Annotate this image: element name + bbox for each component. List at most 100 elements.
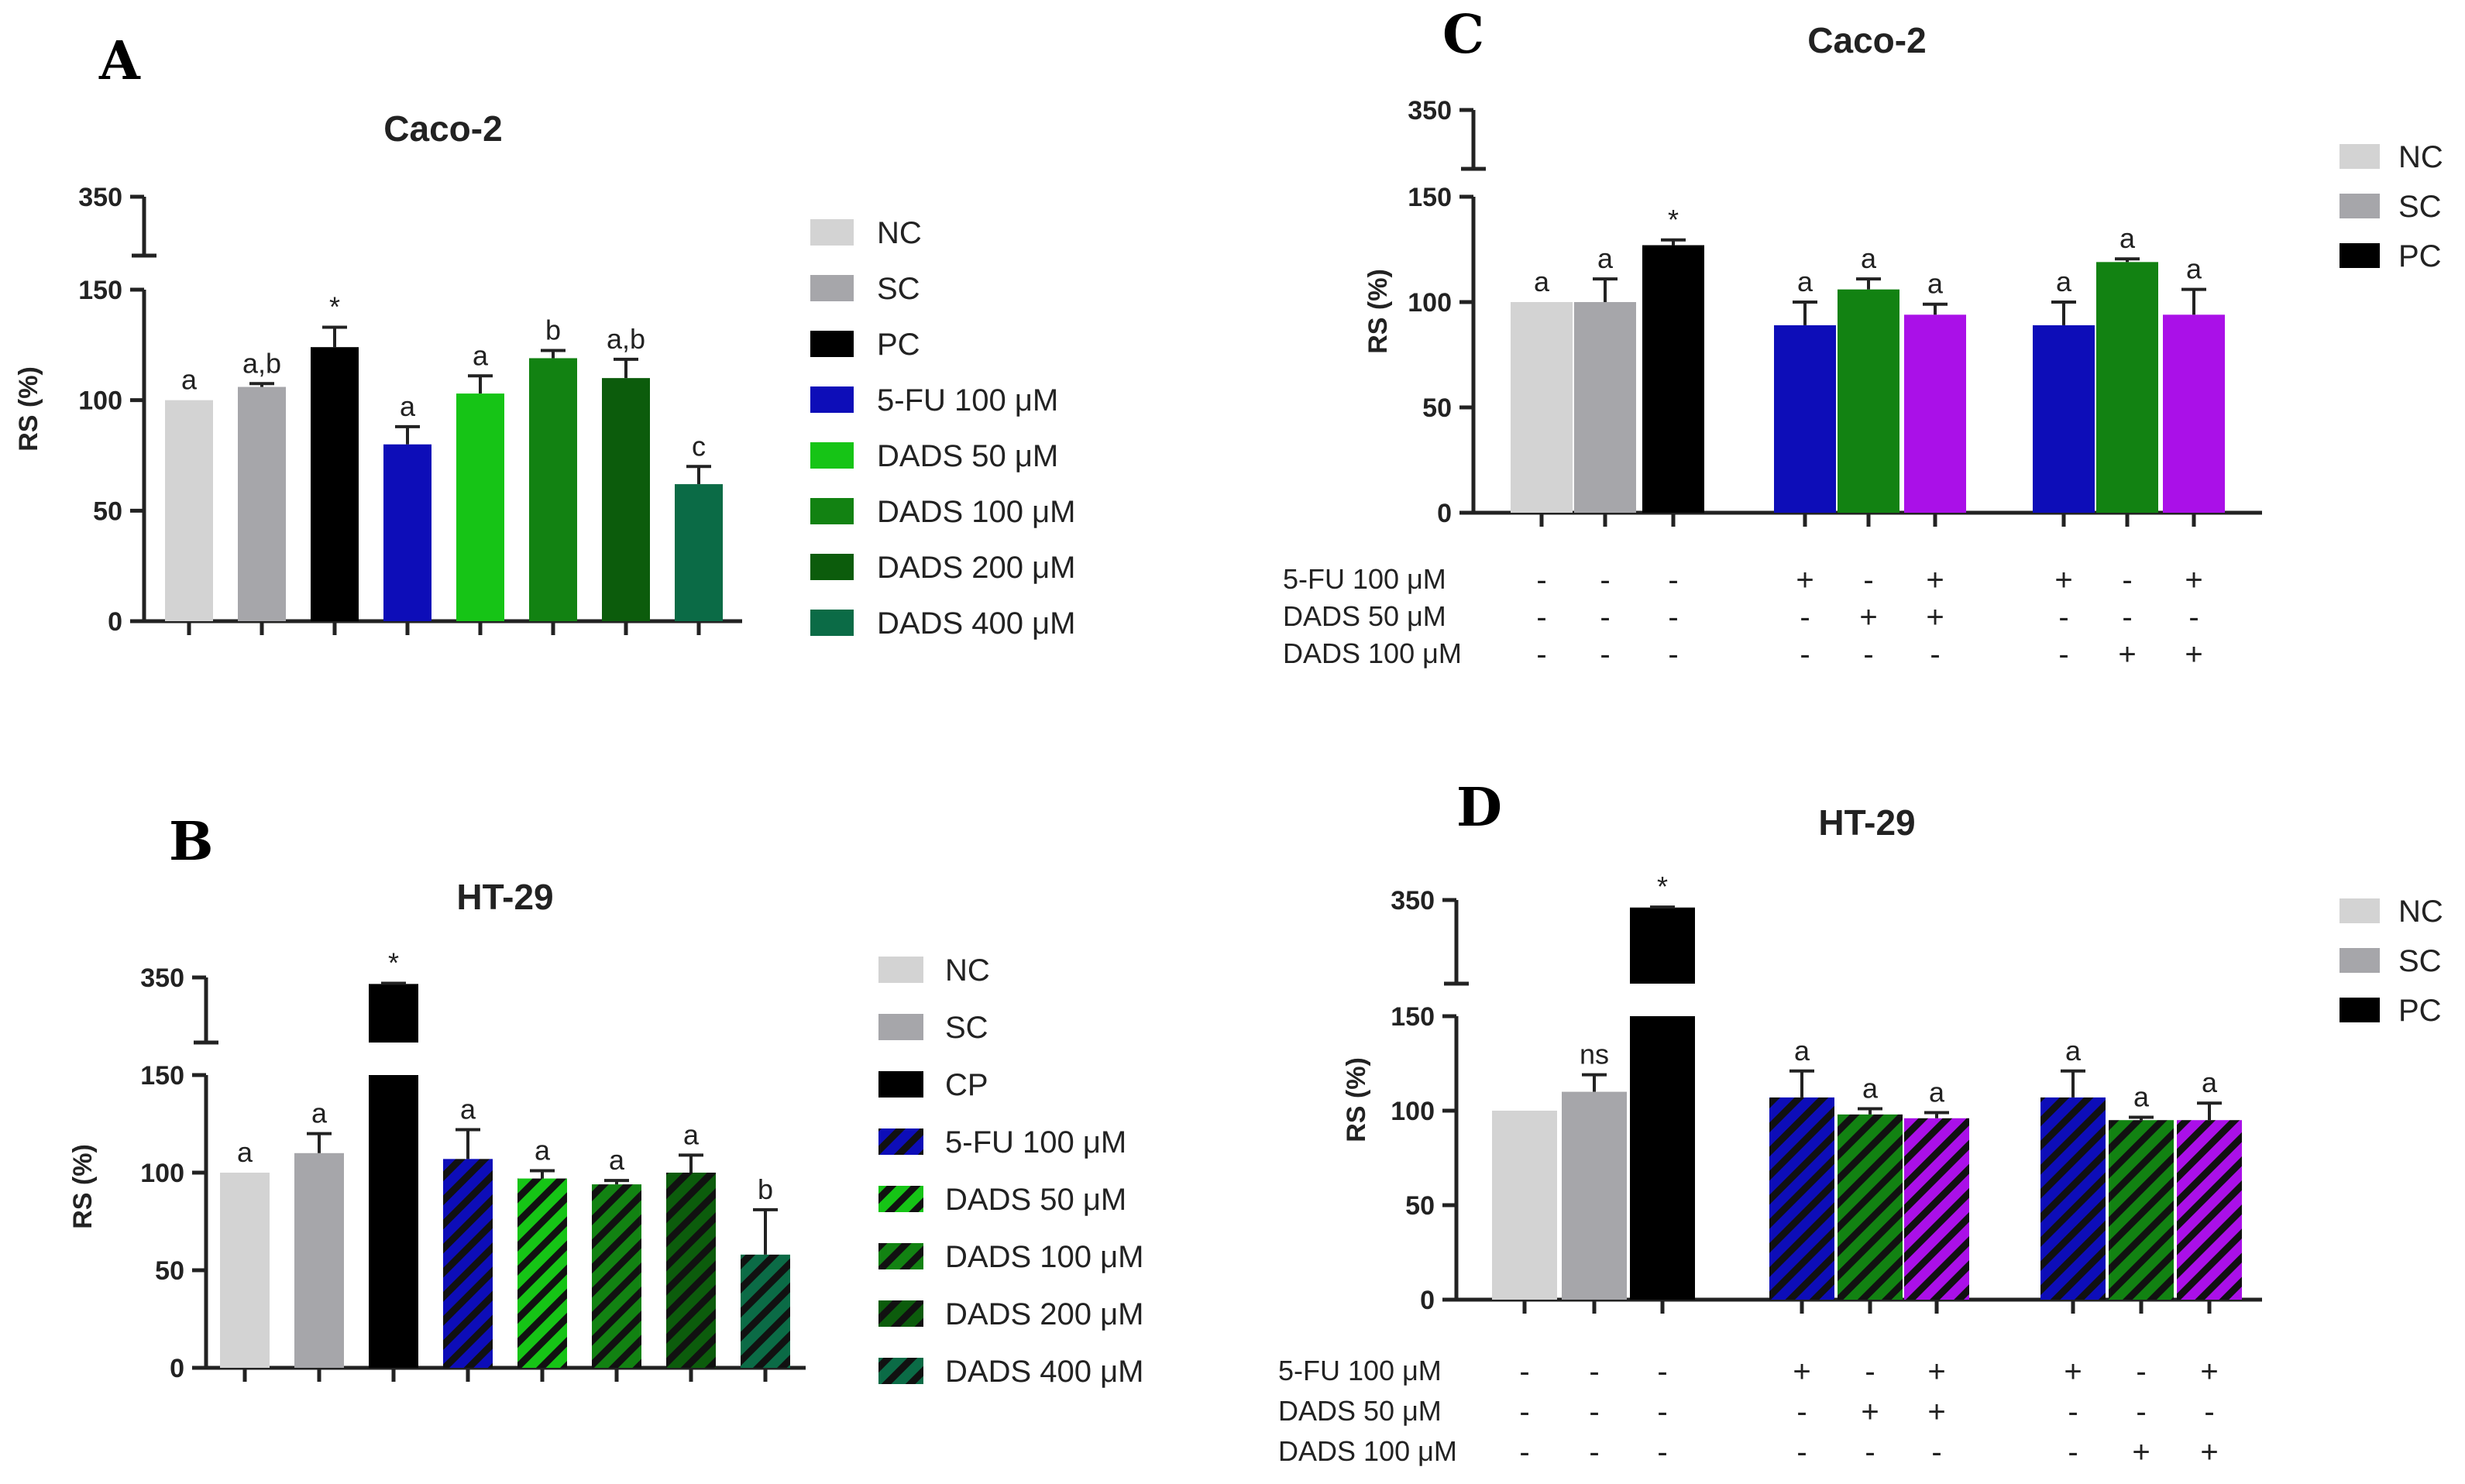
significance-label: a <box>1794 1035 1810 1067</box>
treatment-mark: - <box>1536 600 1546 634</box>
bar <box>2109 1120 2174 1300</box>
significance-label: a <box>2065 1035 2082 1067</box>
legend-label: CP <box>945 1068 988 1102</box>
legend-label: NC <box>945 953 990 988</box>
treatment-mark: - <box>1800 637 1810 672</box>
legend-swatch <box>2340 998 2380 1022</box>
bar <box>1642 245 1704 513</box>
treatment-mark: - <box>1600 637 1610 672</box>
treatment-mark: - <box>1589 1395 1599 1429</box>
bar <box>443 1159 493 1368</box>
panel-d: D HT-29 0 50 100 150 350 RS (%) ns * a a a a a a NC SC PC 5… <box>1278 777 2443 1469</box>
significance-label: * <box>1668 204 1679 235</box>
treatment-row-label: DADS 100 μM <box>1283 637 1462 669</box>
panel-c: C Caco-2 0 50 100 150 350 RS (%) a a * a a a a a a NC SC PC… <box>1283 4 2443 672</box>
bar <box>1838 289 1899 513</box>
y-tick-label: 150 <box>1391 1002 1435 1032</box>
legend-swatch <box>2340 948 2380 973</box>
significance-label: c <box>692 430 706 462</box>
legend-swatch <box>878 1186 923 1212</box>
treatment-mark: - <box>1931 1435 1941 1469</box>
treatment-row-label: 5-FU 100 μM <box>1283 563 1446 595</box>
legend-swatch <box>878 957 923 983</box>
treatment-mark: - <box>2136 1395 2146 1429</box>
treatment-mark: - <box>1657 1395 1667 1429</box>
treatment-mark: - <box>1865 1355 1875 1389</box>
bar <box>602 378 650 621</box>
treatment-mark: - <box>1519 1395 1529 1429</box>
chart-title: HT-29 <box>456 877 553 917</box>
legend-swatch <box>2340 243 2380 268</box>
y-tick-label: 350 <box>1408 96 1452 125</box>
y-tick-label: 50 <box>1422 393 1452 423</box>
y-tick-label: 100 <box>1408 288 1452 318</box>
significance-label: a,b <box>607 323 645 355</box>
significance-label: a <box>1597 242 1614 274</box>
bar <box>311 347 359 621</box>
treatment-mark: - <box>1519 1435 1529 1469</box>
treatment-mark: - <box>1657 1355 1667 1389</box>
treatment-mark: - <box>1657 1435 1667 1469</box>
significance-label: a <box>1861 242 1877 274</box>
bar <box>383 444 431 621</box>
bar <box>2096 262 2158 513</box>
legend-label: SC <box>877 272 920 306</box>
treatment-row-label: DADS 50 μM <box>1278 1395 1442 1427</box>
significance-label: ns <box>1580 1039 1609 1070</box>
treatment-row-label: 5-FU 100 μM <box>1278 1355 1442 1386</box>
bar <box>666 1173 716 1368</box>
significance-label: a <box>237 1136 253 1168</box>
y-tick-label: 100 <box>140 1159 184 1188</box>
bar <box>456 393 504 621</box>
bar <box>2177 1120 2242 1300</box>
treatment-mark: - <box>1519 1355 1529 1389</box>
treatment-mark: - <box>1865 1435 1875 1469</box>
significance-label: a <box>181 364 198 396</box>
significance-label: a <box>2056 266 2072 297</box>
legend-swatch <box>878 1128 923 1155</box>
legend-label: DADS 200 μM <box>877 551 1075 585</box>
bar <box>369 1075 418 1368</box>
bar <box>1904 1118 1969 1300</box>
y-axis-label: RS (%) <box>1342 1057 1371 1142</box>
treatment-mark: + <box>2200 1355 2218 1389</box>
panel-letter: B <box>169 811 213 873</box>
treatment-mark: + <box>1926 563 1944 597</box>
legend-swatch <box>2340 144 2380 169</box>
significance-label: b <box>545 314 561 345</box>
legend-swatch <box>878 1300 923 1327</box>
legend-label: PC <box>877 328 920 362</box>
chart-title: HT-29 <box>1818 802 1915 843</box>
legend-label: NC <box>2398 895 2443 929</box>
legend-swatch <box>810 554 854 580</box>
legend-label: SC <box>2398 190 2442 224</box>
treatment-mark: + <box>1927 1395 1945 1429</box>
legend-swatch <box>810 498 854 524</box>
treatment-mark: + <box>1796 563 1814 597</box>
legend-swatch <box>810 610 854 636</box>
significance-label: a <box>311 1098 328 1129</box>
treatment-mark: + <box>1859 600 1877 634</box>
treatment-mark: - <box>1863 563 1873 597</box>
bar <box>1574 302 1636 513</box>
legend-label: NC <box>877 216 922 250</box>
y-tick-label: 50 <box>1405 1191 1435 1221</box>
treatment-mark: - <box>1668 563 1678 597</box>
legend-swatch <box>878 1071 923 1098</box>
legend-label: DADS 100 μM <box>945 1240 1143 1274</box>
treatment-row-label: DADS 50 μM <box>1283 600 1446 632</box>
legend-label: DADS 400 μM <box>877 606 1075 641</box>
bar <box>220 1173 270 1368</box>
treatment-mark: - <box>1536 563 1546 597</box>
significance-label: a <box>2186 253 2202 285</box>
y-tick-label: 0 <box>108 607 122 637</box>
significance-label: * <box>388 947 399 979</box>
treatment-mark: - <box>1536 637 1546 672</box>
bar <box>1904 314 1966 513</box>
significance-label: a <box>1862 1073 1879 1104</box>
treatment-mark: - <box>1863 637 1873 672</box>
bar <box>1492 1111 1557 1300</box>
y-tick-label: 0 <box>170 1354 184 1383</box>
treatment-mark: - <box>2136 1355 2146 1389</box>
legend-swatch <box>2340 898 2380 923</box>
